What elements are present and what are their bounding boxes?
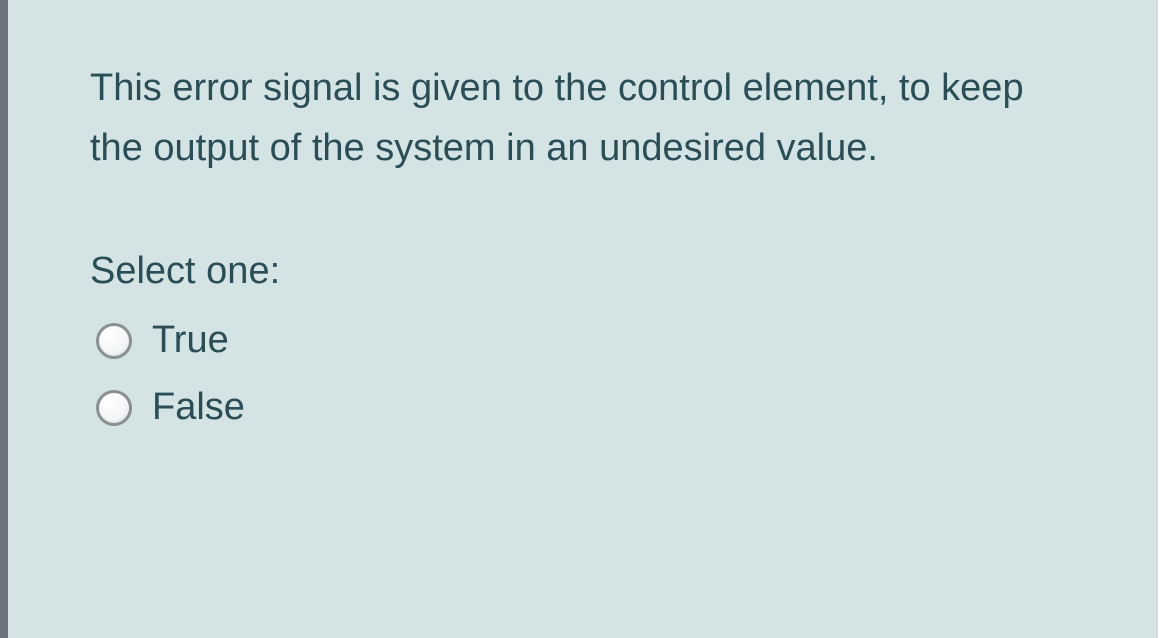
radio-icon[interactable]: [96, 323, 132, 359]
option-label: False: [152, 386, 245, 429]
question-text: This error signal is given to the contro…: [90, 58, 1076, 178]
option-true[interactable]: True: [96, 319, 1076, 362]
accent-bar: [0, 0, 8, 638]
options-group: True False: [90, 319, 1076, 429]
select-prompt: Select one:: [90, 250, 1076, 293]
option-label: True: [152, 319, 229, 362]
question-card: This error signal is given to the contro…: [8, 0, 1158, 638]
radio-icon[interactable]: [96, 390, 132, 426]
question-container: This error signal is given to the contro…: [0, 0, 1170, 638]
option-false[interactable]: False: [96, 386, 1076, 429]
